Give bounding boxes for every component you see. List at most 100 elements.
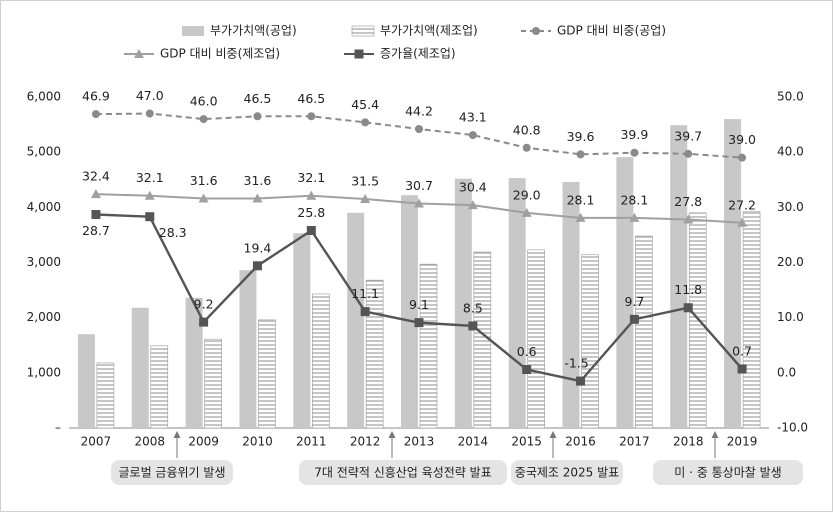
point [576,376,586,386]
x-tick-label: 2017 [619,435,650,449]
bar [454,178,472,428]
data-label: 46.0 [190,94,218,109]
point [467,200,478,210]
y-tick-label: 6,000 [27,90,61,104]
point [307,112,316,121]
legend-label: 부가가치액(제조업) [380,24,478,38]
x-tick-label: 2014 [458,435,489,449]
data-label: 8.5 [463,300,483,315]
point [91,110,100,119]
point [576,150,585,159]
y-tick-label: 3,000 [27,255,61,269]
data-label: 19.4 [244,240,272,255]
legend-swatch [354,49,364,59]
data-label: 43.1 [459,110,487,125]
annotation: 7대 전략적 신흥산업 육성전략 발표 [314,466,491,480]
data-label: 9.1 [409,297,429,312]
point [199,317,209,327]
legend-swatch [532,27,540,35]
data-label: 11.8 [674,282,702,297]
bar [473,251,492,429]
point [360,307,370,317]
point [575,212,586,222]
y-tick-label: 4,000 [27,200,61,214]
point [145,109,154,118]
data-label: 0.6 [517,344,537,359]
annotation-box [653,460,803,485]
arrow-head [173,431,181,438]
bar [688,212,707,429]
point [629,212,640,222]
data-label: 39.7 [674,128,702,143]
point [468,131,477,140]
bar [581,254,599,429]
data-label: 28.7 [82,223,110,238]
bar [96,362,115,429]
point [522,143,531,152]
annotation: 글로벌 금융위기 발생 [119,466,226,480]
point [145,212,155,222]
x-tick-label: 2013 [404,435,435,449]
bar [527,249,545,429]
x-tick-label: 2008 [134,435,165,449]
point [414,318,424,328]
point [306,190,317,200]
bar [293,233,311,428]
point [361,118,370,127]
point [144,190,155,200]
data-label: 39.9 [620,127,648,142]
data-label: 25.8 [297,205,325,220]
bar [185,297,203,428]
x-tick-label: 2019 [727,435,758,449]
bar [724,119,742,429]
data-label: 32.4 [82,169,110,184]
point [630,148,639,157]
point [737,364,747,374]
legend-label: GDP 대비 비중(공업) [557,24,666,38]
data-label: 31.6 [190,173,218,188]
legend-label: 증가율(제조업) [380,47,456,61]
x-tick-label: 2015 [511,435,542,449]
x-tick-label: 2007 [81,435,112,449]
legend-swatch [134,49,144,58]
data-label: 9.2 [194,297,214,312]
bar [131,307,149,428]
data-label: 39.6 [567,129,595,144]
y2-tick-label: 30.0 [777,200,804,214]
point [737,217,748,227]
data-label: 30.4 [459,180,487,195]
data-label: 39.0 [728,132,756,147]
y2-tick-label: 20.0 [777,255,804,269]
data-label: 32.1 [297,170,325,185]
y-tick-label: 5,000 [27,145,61,159]
point [684,149,693,158]
arrow-head [711,431,719,438]
legend-swatch [351,25,375,37]
bar [312,293,330,429]
bar [562,181,580,428]
arrow-head [549,431,557,438]
x-tick-label: 2011 [296,435,327,449]
bar [77,334,95,428]
x-tick-label: 2009 [188,435,219,449]
data-label: 28.3 [159,225,187,240]
data-label: 46.5 [297,91,325,106]
bar [204,338,222,429]
bar [419,263,438,429]
data-label: 28.1 [620,192,648,207]
annotation: 미 · 중 통상마찰 발생 [674,466,781,480]
point [253,112,262,121]
legend-label: 부가가치액(공업) [210,24,297,38]
x-tick-label: 2010 [242,435,273,449]
data-label: 30.7 [405,178,433,193]
data-label: 31.5 [351,174,379,189]
bar [401,195,418,428]
point [199,115,208,124]
y-tick-label: – [55,421,61,435]
bar [742,211,761,429]
x-tick-label: 2012 [350,435,381,449]
y2-tick-label: 50.0 [777,90,804,104]
point [360,194,371,204]
data-label: 40.8 [513,122,541,137]
